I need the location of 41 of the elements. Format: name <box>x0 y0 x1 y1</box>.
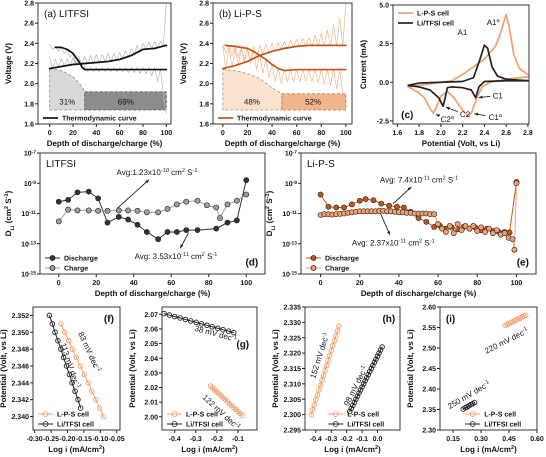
annotation: Avg: 7.4x10$^{-11}$ cm$^{2}$ S$^{-1}$ <box>380 175 458 184</box>
annotation: 69% <box>118 98 134 107</box>
annotation: 38 mV dec$^{-1}$ <box>194 324 238 343</box>
y-axis-title: Current (mA) <box>359 40 368 90</box>
x-axis-title: Depth of discharge/charge (%) <box>224 139 341 148</box>
annotation: (e) <box>516 258 529 269</box>
x-axis-title: Potential (Volt, vs Li) <box>422 139 501 148</box>
annotation: (c) <box>401 110 414 122</box>
annotation: (f) <box>104 314 114 325</box>
text: LITFSI <box>46 159 76 170</box>
annotation: A1 <box>457 28 468 37</box>
annotation: C2$^{a}$ <box>440 114 455 124</box>
text: Li-P-S <box>307 159 336 170</box>
annotation: Avg:1.23x10$^{-10}$ cm$^{2}$ S$^{-1}$ <box>116 168 198 178</box>
annotation: (i) <box>446 314 456 325</box>
y-axis-title: Potential (Volt, vs Li) <box>0 328 8 408</box>
annotation: A1$^{a}$ <box>486 18 500 28</box>
annotation: C1 <box>492 92 504 101</box>
x-axis-title: Depth of discharge/charge (%) <box>94 289 211 298</box>
y-axis-title: Voltage (V) <box>179 42 188 84</box>
x-axis-title: Log i (mA/cm$^{2}$) <box>181 445 238 454</box>
annotation: (d) <box>245 258 258 269</box>
x-axis-title: Log i (mA/cm$^{2}$) <box>48 445 106 454</box>
annotation: Avg: 2.37x10$^{-11}$ cm$^{2}$ S$^{-1}$ <box>352 238 435 248</box>
annotation: C1$^{a}$ <box>488 112 503 122</box>
x-axis-title: Depth of discharge/charge (%) <box>46 139 163 148</box>
y-axis-title: Potential (Volt, vs Li) <box>128 328 137 408</box>
x-axis-title: Depth of discharge/charge (%) <box>360 289 477 298</box>
annotation: 52% <box>305 98 322 107</box>
text: (b) Li-P-S <box>219 9 262 20</box>
y-axis-title: Voltage (V) <box>4 42 13 84</box>
y-axis-title: Potential (Volt, vs Li) <box>271 328 280 408</box>
annotation: 31% <box>59 98 76 107</box>
annotation: (h) <box>382 314 396 325</box>
y-axis-title: Potential (Volt, vs Li) <box>406 328 415 408</box>
text: (a) LITFSI <box>44 9 90 20</box>
x-axis-title: Log i (mA/cm$^{2}$) <box>324 445 382 454</box>
annotation: (g) <box>236 340 250 351</box>
annotation: 48% <box>244 98 260 107</box>
annotation: Avg: 3.53x10$^{-11}$ cm$^{2}$ S$^{-1}$ <box>134 252 218 261</box>
x-axis-title: Log i (mA/cm$^{2}$) <box>460 445 518 454</box>
